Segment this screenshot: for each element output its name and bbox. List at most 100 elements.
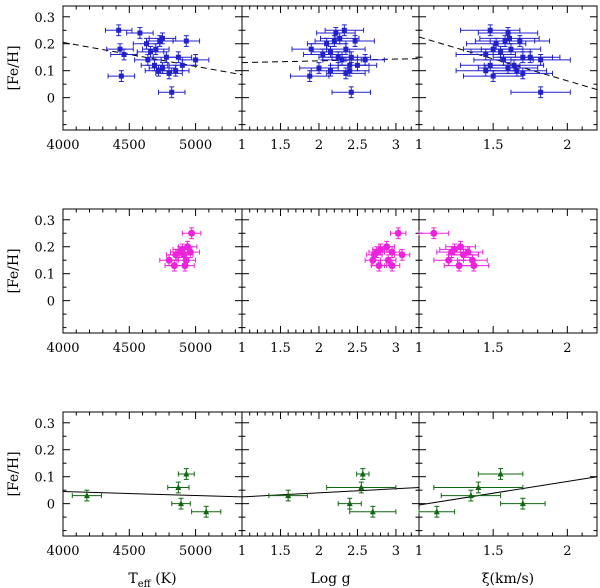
x-tick-label: 2 [315,544,323,559]
panel-r2-logg: 1 1.5 2 2.5 3 [238,208,420,356]
data-point [126,27,154,39]
data-point [383,246,401,259]
square-marker [343,46,349,52]
circle-marker [369,256,377,264]
square-marker [137,30,143,36]
data-point [175,259,195,272]
square-marker [163,54,169,60]
data-point [433,481,524,494]
square-marker [121,52,127,58]
panel-r1-teff: 0 0.1 0.2 0.3 4000 4500 5000 [34,5,243,153]
panel-r2-xi: 1 1.5 2 [415,208,598,356]
x-tick-label: 1 [415,138,423,153]
triangle-marker [467,492,474,499]
x-tick-label: 1.5 [270,341,291,356]
y-tick-label: 0.2 [34,241,55,256]
x-tick-label: 1 [415,544,423,559]
data-point [171,497,191,510]
y-tick-label: 0.3 [34,417,55,432]
circle-marker [184,243,192,251]
x-tick-label: 2 [563,138,571,153]
data-point [104,24,133,37]
data-point [458,259,490,272]
data-point [191,505,222,518]
triangle-marker [369,508,376,515]
x-tick-label: 2.5 [347,544,368,559]
x-tick-label: 1 [415,341,423,356]
data-point [326,67,366,80]
square-marker [144,41,150,47]
circle-marker [430,229,438,237]
y-axis-label: [Fe/H] [6,248,22,293]
panel-frame [62,411,243,537]
data-point [148,32,177,45]
data-point [177,468,195,480]
x-tick-label: 3 [392,544,400,559]
data-point [455,48,516,61]
data-point [390,227,407,240]
square-marker [506,35,512,41]
square-marker [335,54,341,60]
data-point [489,35,551,47]
data-point [268,489,308,502]
data-point [155,67,183,80]
square-marker [116,27,122,33]
square-marker [324,41,330,47]
square-marker [153,46,159,52]
data-point [167,481,190,494]
square-marker [173,68,179,74]
square-marker [483,68,489,74]
circle-marker [375,262,383,270]
triangle-marker [475,483,482,490]
square-marker [159,35,165,41]
square-marker [333,30,339,36]
triangle-marker [497,470,504,477]
data-point [500,497,546,510]
square-marker [520,54,526,60]
x-tick-label: 1.5 [483,544,504,559]
triangle-marker [203,508,210,515]
circle-marker [388,262,396,270]
data-point [349,505,397,518]
square-marker [493,41,499,47]
circle-marker [445,256,453,264]
fit-line [62,41,243,76]
y-tick-label: 0.1 [34,65,55,80]
data-point [510,86,571,99]
square-marker [498,49,504,55]
x-tick-label: 4500 [113,341,146,356]
x-tick-label: 4000 [46,138,79,153]
square-marker [362,57,368,63]
triangle-marker [183,470,190,477]
square-marker [320,52,326,58]
data-point [479,32,540,45]
circle-marker [457,243,465,251]
square-marker [354,62,360,68]
square-marker [159,65,165,71]
circle-marker [398,251,406,259]
data-point [110,48,138,61]
data-point [418,505,456,518]
square-marker [501,57,507,63]
x-tick-label: 1.5 [483,341,504,356]
y-tick-label: 0.1 [34,268,55,283]
data-point [335,35,375,47]
triangle-marker [175,483,182,490]
square-marker [339,57,345,63]
data-point [324,24,365,37]
x-tick-label: 4500 [113,544,146,559]
triangle-marker [178,500,185,507]
data-point [510,54,571,66]
x-tick-label: 3 [392,138,400,153]
data-point [152,51,181,64]
square-marker [183,38,189,44]
square-marker [343,70,349,76]
square-marker [331,38,337,44]
square-marker [508,46,514,52]
triangle-marker [83,492,90,499]
square-marker [538,57,544,63]
data-point [157,86,186,99]
data-point [168,59,197,72]
